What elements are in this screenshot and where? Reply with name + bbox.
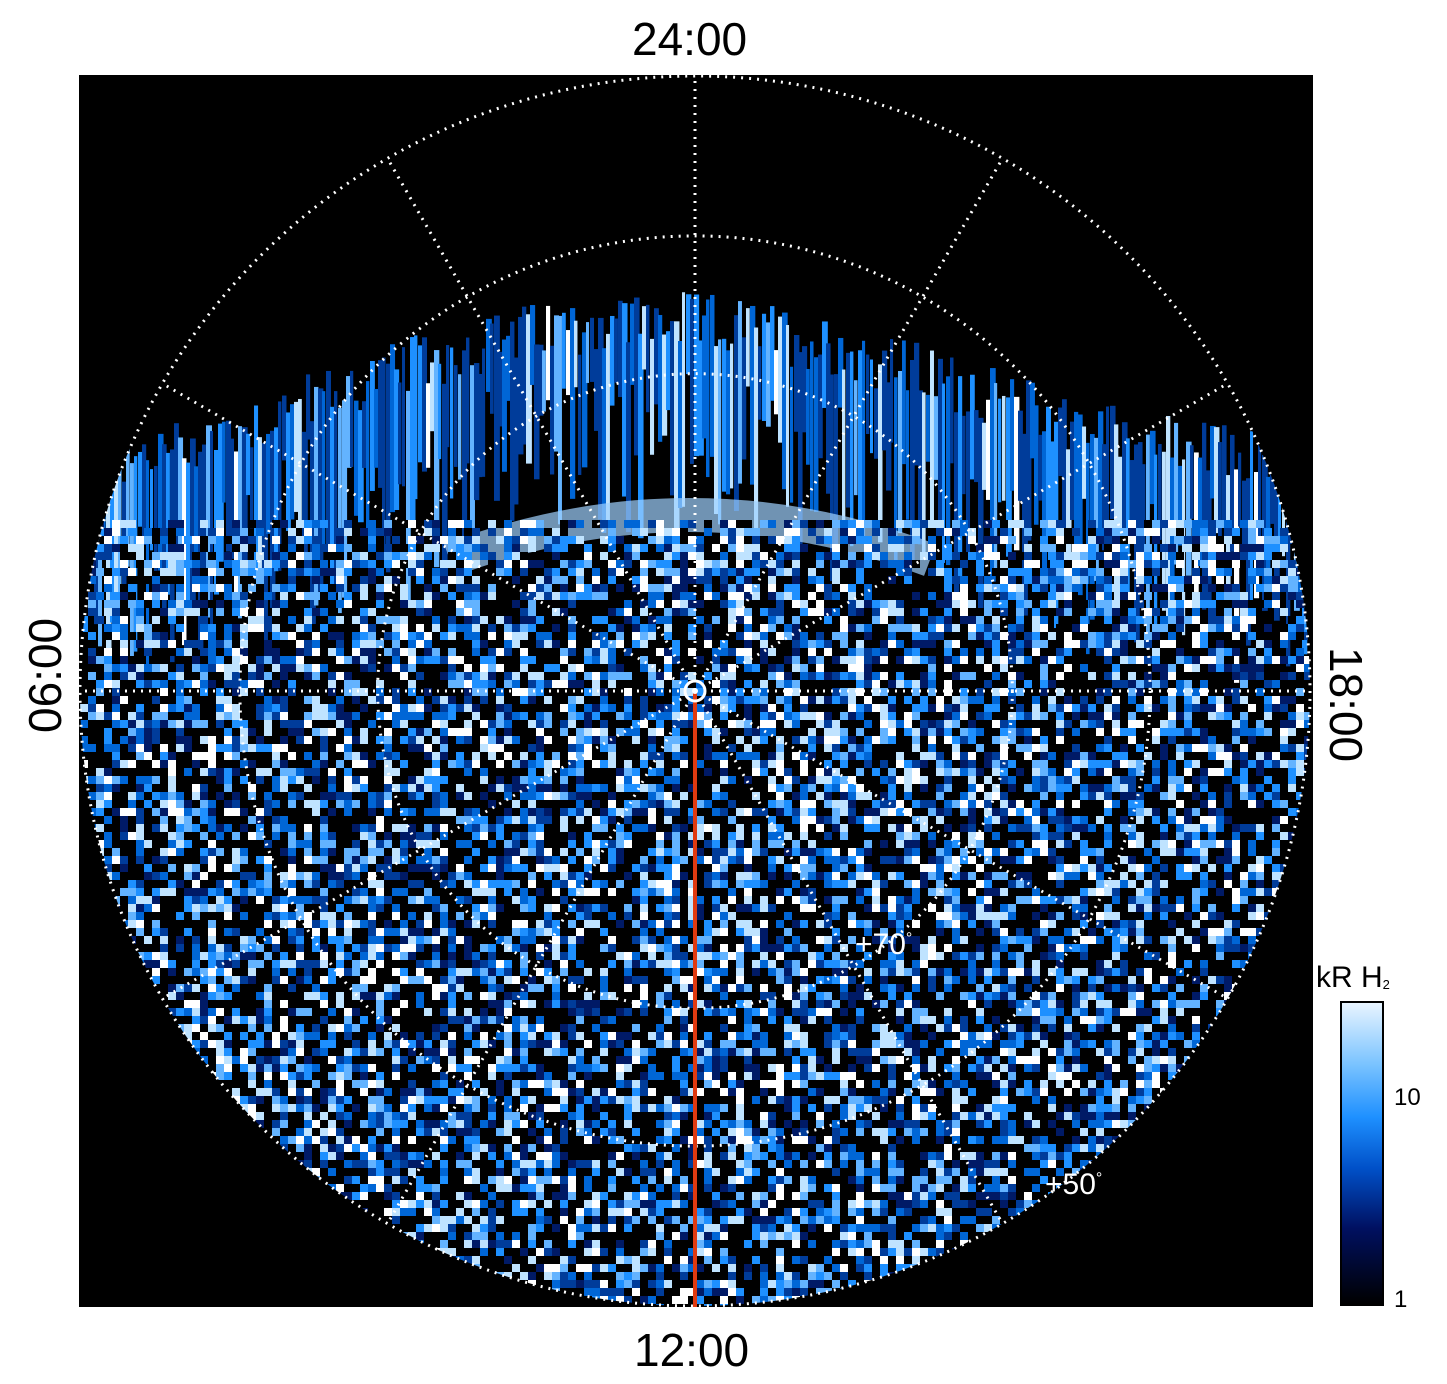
latitude-circle [376,372,1014,1010]
local-time-label-06: 06:00 [19,617,71,733]
latitude-label-70: +70° [855,928,913,961]
colorbar-tick-10: 10 [1394,1084,1421,1111]
pole-marker [683,679,707,703]
colorbar-title: kR H2 [1316,961,1390,994]
latitude-label-50: +50° [1045,1168,1103,1201]
latitude-circle [238,234,1152,1148]
local-time-label-12: 12:00 [634,1324,750,1376]
colorbar [1340,1001,1384,1306]
lat-lon-grid [78,74,1312,1308]
colorbar-tick-1: 1 [1394,1286,1408,1313]
latitude-circle [78,74,1312,1308]
local-time-label-18: 18:00 [1320,647,1372,763]
local-time-label-24: 24:00 [632,13,748,65]
pole-marker-center [692,688,698,694]
